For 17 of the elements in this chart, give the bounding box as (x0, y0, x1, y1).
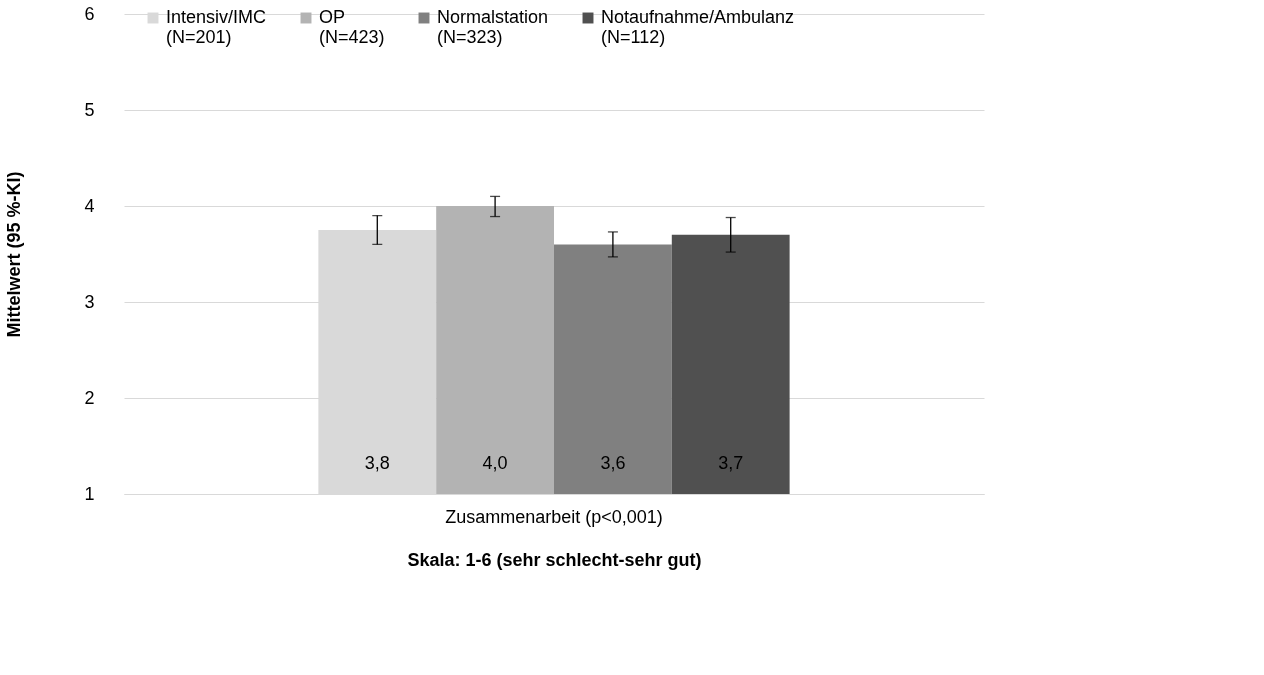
legend-label: Notaufnahme/Ambulanz (N=112) (601, 7, 795, 47)
data-label: 3,8 (364, 453, 390, 473)
data-label: 4,0 (482, 453, 508, 473)
y-tick-label: 4 (84, 195, 95, 216)
x-axis-title: Skala: 1-6 (sehr schlecht-sehr gut) (407, 549, 702, 570)
y-tick-label: 2 (84, 387, 95, 408)
y-tick-label: 3 (84, 291, 95, 312)
y-tick-label: 5 (84, 99, 95, 120)
data-label: 3,7 (718, 453, 744, 473)
legend-label: Normalstation (N=323) (437, 7, 549, 47)
data-label: 3,6 (600, 453, 626, 473)
y-tick-label: 6 (84, 3, 95, 24)
legend-label: Intensiv/IMC (N=201) (166, 7, 267, 47)
x-tick-label: Zusammenarbeit (p<0,001) (445, 506, 663, 527)
legend-label: OP (N=423) (319, 7, 385, 47)
y-tick-label: 1 (84, 483, 95, 504)
y-axis-title: Mittelwert (95 %-KI) (4, 171, 25, 338)
